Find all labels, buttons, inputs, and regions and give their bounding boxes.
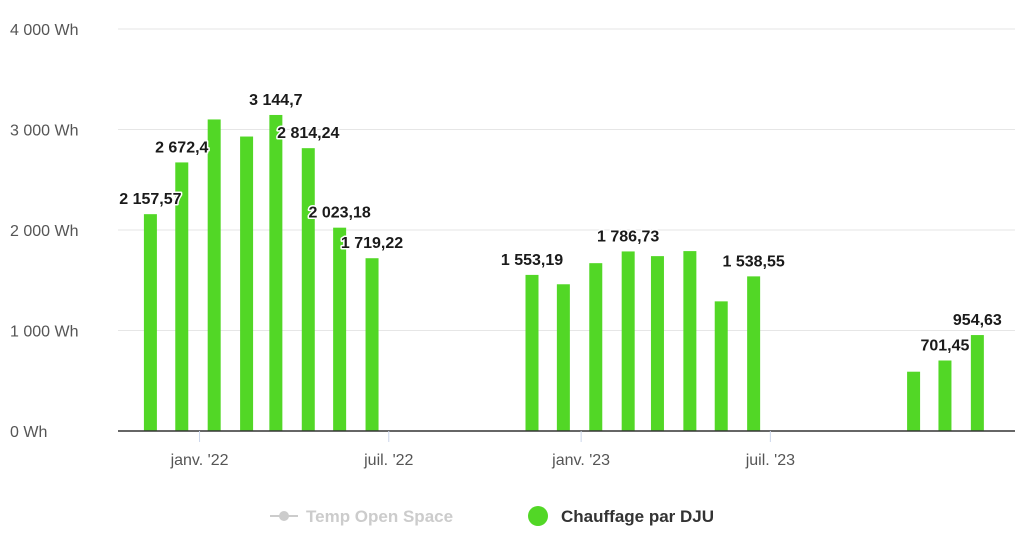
bar[interactable] — [269, 114, 283, 432]
bar[interactable] — [747, 276, 761, 431]
bar[interactable] — [589, 263, 603, 431]
bar[interactable] — [207, 119, 221, 431]
bar[interactable] — [556, 284, 570, 431]
legend-item-temp-open-space[interactable]: Temp Open Space — [270, 507, 453, 526]
y-tick-label: 0 Wh — [10, 424, 47, 441]
bar[interactable] — [970, 335, 984, 431]
legend: Temp Open Space Chauffage par DJU — [270, 506, 714, 526]
data-label: 954,63 — [953, 312, 1002, 329]
bar[interactable] — [301, 148, 315, 431]
bar[interactable] — [175, 162, 189, 431]
y-tick-label: 3 000 Wh — [10, 123, 78, 140]
y-tick-label: 4 000 Wh — [10, 22, 78, 39]
bar[interactable] — [714, 301, 728, 431]
x-axis: janv. '22 juil. '22 janv. '23 juil. '23 — [118, 430, 1015, 469]
y-tick-label: 1 000 Wh — [10, 324, 78, 341]
x-tick-label: juil. '22 — [363, 452, 413, 469]
bar[interactable] — [240, 136, 254, 431]
data-label: 2 023,18 — [308, 205, 370, 222]
legend-label-temp-open-space: Temp Open Space — [306, 507, 453, 526]
data-label: 2 672,4 — [155, 139, 208, 156]
bar[interactable] — [650, 256, 664, 431]
data-label: 1 553,19 — [501, 252, 563, 269]
data-label: 1 538,55 — [722, 253, 784, 270]
x-tick-label: janv. '23 — [551, 452, 610, 469]
legend-item-chauffage[interactable]: Chauffage par DJU — [528, 506, 714, 526]
legend-dot-marker — [279, 511, 289, 521]
data-label: 701,45 — [920, 338, 969, 355]
bar[interactable] — [333, 227, 347, 431]
y-tick-label: 2 000 Wh — [10, 223, 78, 240]
y-axis: 0 Wh 1 000 Wh 2 000 Wh 3 000 Wh 4 000 Wh — [10, 22, 78, 441]
data-label: 3 144,7 — [249, 92, 302, 109]
legend-dot-marker — [528, 506, 548, 526]
bar[interactable] — [907, 371, 921, 431]
x-tick-label: janv. '22 — [170, 452, 229, 469]
bar[interactable] — [143, 214, 157, 431]
bar[interactable] — [525, 274, 539, 431]
bar-series-chauffage[interactable] — [143, 114, 984, 432]
data-label: 1 786,73 — [597, 228, 659, 245]
x-tick-label: juil. '23 — [745, 452, 795, 469]
data-labels: 2 157,57 2 672,4 3 144,7 2 814,24 2 023,18 1 … — [118, 90, 1004, 356]
data-label: 1 719,22 — [341, 235, 403, 252]
bar[interactable] — [938, 360, 952, 431]
bar[interactable] — [621, 251, 635, 431]
legend-label-chauffage: Chauffage par DJU — [561, 507, 714, 526]
data-label: 2 814,24 — [277, 125, 339, 142]
bar[interactable] — [683, 251, 697, 431]
bar[interactable] — [365, 258, 379, 431]
data-label: 2 157,57 — [119, 191, 181, 208]
